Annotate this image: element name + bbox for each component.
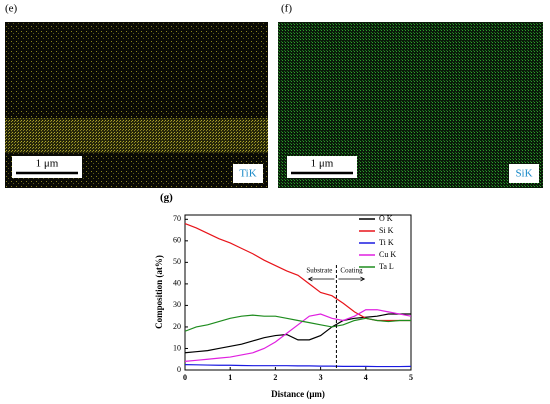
arrow xyxy=(307,276,335,282)
panel-label: (g) xyxy=(160,192,173,204)
annotation: Substrate xyxy=(306,267,332,275)
scale-label: 1 μm xyxy=(36,158,59,170)
legend-label: Ti K xyxy=(379,238,394,247)
element-box xyxy=(233,164,263,183)
x-tick-label: 1 xyxy=(228,373,232,382)
element-label: SiK xyxy=(515,168,532,180)
x-tick-label: 5 xyxy=(409,373,413,382)
annotation: Coating xyxy=(340,267,363,275)
y-tick-label: 10 xyxy=(173,343,181,352)
element-box xyxy=(509,164,539,183)
series-line xyxy=(184,223,411,322)
series-line xyxy=(184,314,411,332)
scale-label: 1 μm xyxy=(311,158,334,170)
element-label: TiK xyxy=(239,168,256,180)
y-tick-label: 20 xyxy=(173,322,181,331)
x-tick-label: 3 xyxy=(319,373,323,382)
y-tick-label: 70 xyxy=(173,214,181,223)
plot-frame xyxy=(184,214,412,371)
series-line xyxy=(184,364,412,368)
arrow xyxy=(338,276,366,282)
y-tick-label: 60 xyxy=(173,236,181,245)
y-tick-label: 30 xyxy=(173,300,181,309)
legend-label: Ta L xyxy=(379,262,394,271)
series-line xyxy=(184,309,412,362)
x-tick-label: 4 xyxy=(364,373,368,382)
y-tick-label: 40 xyxy=(173,279,181,288)
legend-label: O K xyxy=(379,214,393,223)
panel-label: (f) xyxy=(281,3,292,15)
ti-band xyxy=(5,118,268,153)
panel-label: (e) xyxy=(5,3,18,15)
series-line xyxy=(184,313,411,354)
legend-label: Cu K xyxy=(379,250,396,259)
x-axis-label: Distance (μm) xyxy=(271,389,325,399)
x-tick-label: 2 xyxy=(273,373,277,382)
x-tick-label: 0 xyxy=(183,373,187,382)
y-tick-label: 0 xyxy=(177,365,181,374)
legend-label: Si K xyxy=(379,226,394,235)
y-tick-label: 50 xyxy=(173,257,181,266)
y-axis-label: Composition (at%) xyxy=(154,255,164,329)
